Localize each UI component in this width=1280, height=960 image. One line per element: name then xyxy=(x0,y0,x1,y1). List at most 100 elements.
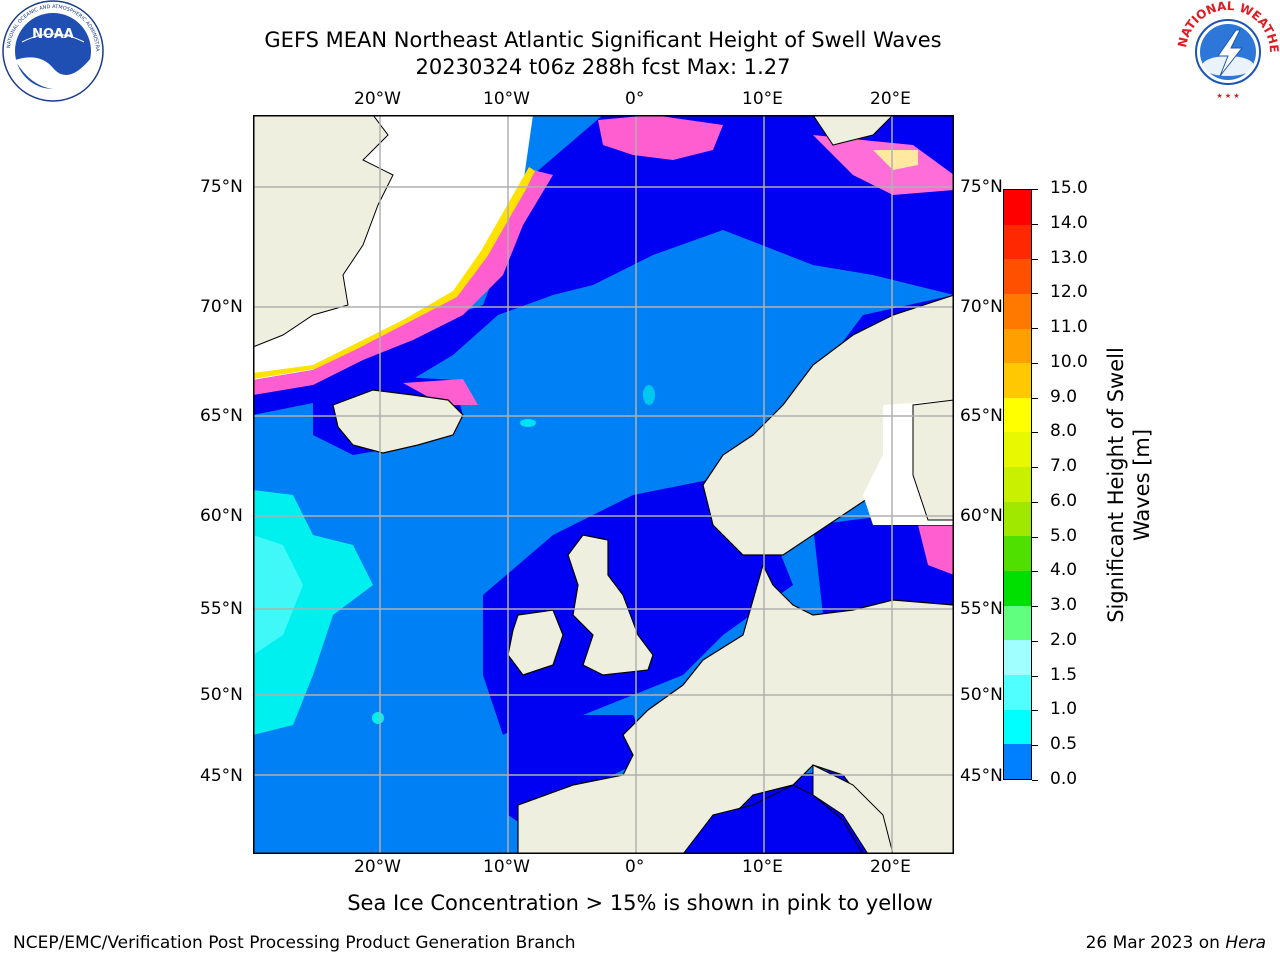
mediterranean-sea xyxy=(682,784,864,854)
lat-label-left: 45°N xyxy=(200,766,243,786)
great-britain-land xyxy=(567,534,654,676)
high-swell-patch-west-inner xyxy=(253,535,303,655)
lat-label-right: 65°N xyxy=(960,406,1003,426)
colorbar-label-line1: Significant Height of Swell xyxy=(1104,347,1128,623)
machine-name: Hera xyxy=(1225,933,1266,953)
sea-ice-note: Sea Ice Concentration > 15% is shown in … xyxy=(347,891,933,915)
colorbar-swatch xyxy=(1004,259,1031,294)
colorbar-tick-label: 15.0 xyxy=(1050,178,1088,198)
colorbar-tick-mark xyxy=(1032,362,1038,364)
colorbar-tick-mark xyxy=(1032,606,1038,608)
colorbar-swatch xyxy=(1004,190,1031,225)
lat-label-right: 70°N xyxy=(960,297,1003,317)
colorbar-tick-mark xyxy=(1032,501,1038,503)
colorbar-swatch xyxy=(1004,674,1031,710)
colorbar-tick-mark xyxy=(1032,397,1038,399)
date-credit: 26 Mar 2023 on Hera xyxy=(1085,933,1266,953)
colorbar-swatch xyxy=(1004,293,1031,329)
colorbar-swatch xyxy=(1004,744,1031,779)
lon-label-bottom: 20°E xyxy=(870,857,911,877)
colorbar-tick-mark xyxy=(1032,780,1038,781)
colorbar-tick-mark xyxy=(1032,675,1038,677)
lat-label-left: 70°N xyxy=(200,297,243,317)
lat-label-right: 60°N xyxy=(960,506,1003,526)
noaa-logo: NOAA NATIONAL OCEANIC AND ATMOSPHERIC AD… xyxy=(0,0,106,108)
colorbar-swatch xyxy=(1004,224,1031,260)
colorbar-tick-label: 7.0 xyxy=(1050,456,1078,477)
lon-label-top: 20°E xyxy=(870,89,911,109)
lon-label-top: 10°W xyxy=(483,89,530,109)
colorbar-swatch xyxy=(1004,467,1031,502)
high-swell-patch-small xyxy=(520,419,536,427)
lat-label-right: 55°N xyxy=(960,599,1003,619)
lat-label-left: 55°N xyxy=(200,599,243,619)
europe-land xyxy=(517,563,954,854)
chart-subtitle: 20230324 t06z 288h fcst Max: 1.27 xyxy=(415,55,791,79)
colorbar-tick-mark xyxy=(1032,571,1038,573)
colorbar-tick-mark xyxy=(1032,710,1038,712)
colorbar-tick-mark xyxy=(1032,328,1038,330)
svalbard-land xyxy=(812,115,894,146)
colorbar-tick-mark xyxy=(1032,432,1038,434)
colorbar-tick-mark xyxy=(1032,640,1038,642)
colorbar-tick-label: 8.0 xyxy=(1050,421,1078,442)
colorbar-tick-mark xyxy=(1032,258,1038,260)
colorbar-tick-label: 10.0 xyxy=(1050,351,1088,372)
colorbar-tick-mark xyxy=(1032,189,1038,190)
italy-land xyxy=(812,764,894,854)
high-swell-patch-small xyxy=(643,385,655,405)
sea-ice-baltic xyxy=(918,525,954,575)
colorbar-label-line2: Waves [m] xyxy=(1130,428,1154,542)
colorbar-tick-label: 6.0 xyxy=(1050,490,1078,511)
lat-label-right: 50°N xyxy=(960,685,1003,705)
colorbar-ticks: 15.0 14.0 13.0 12.0 11.0 10.0 9.0 8.0 7.0 6.0 5.0 4… xyxy=(1032,178,1112,789)
colorbar-swatch xyxy=(1004,397,1031,433)
sea-ice-iceland-north xyxy=(403,379,478,405)
lon-label-bottom: 10°E xyxy=(742,857,783,877)
colorbar-swatch xyxy=(1004,432,1031,468)
colorbar-tick-label: 11.0 xyxy=(1050,317,1088,338)
finland-land xyxy=(912,399,954,521)
colorbar-tick-label: 14.0 xyxy=(1050,212,1088,233)
lon-label-bottom: 20°W xyxy=(354,857,401,877)
colorbar-tick-mark xyxy=(1032,467,1038,469)
lon-label-top: 0° xyxy=(625,89,645,109)
colorbar xyxy=(1003,189,1032,780)
colorbar-tick-label: 4.0 xyxy=(1050,560,1078,581)
lat-label-right: 75°N xyxy=(960,177,1003,197)
high-swell-patch-small xyxy=(372,712,384,724)
colorbar-tick-label: 2.0 xyxy=(1050,629,1078,650)
colorbar-swatch xyxy=(1004,363,1031,398)
low-swell-region-north-sea xyxy=(483,475,793,735)
lat-label-left: 50°N xyxy=(200,685,243,705)
greenland-land xyxy=(253,115,394,348)
sea-ice-svalbard-east xyxy=(813,135,954,195)
graticule xyxy=(253,115,954,854)
sea-ice-svalbard-yellow xyxy=(873,150,918,170)
colorbar-tick-label: 0.0 xyxy=(1050,769,1078,789)
lat-label-left: 75°N xyxy=(200,177,243,197)
noaa-logo-text: NOAA xyxy=(32,27,74,42)
iceland-land xyxy=(332,389,464,454)
colorbar-tick-mark xyxy=(1032,536,1038,538)
swell-map xyxy=(253,115,954,858)
sea-ice-svalbard xyxy=(598,115,723,160)
lon-label-bottom: 0° xyxy=(625,857,645,877)
colorbar-swatch xyxy=(1004,571,1031,606)
colorbar-tick-mark xyxy=(1032,223,1038,225)
colorbar-swatch xyxy=(1004,709,1031,745)
lat-label-left: 60°N xyxy=(200,506,243,526)
colorbar-tick-label: 1.5 xyxy=(1050,664,1078,685)
nws-logo: NATIONAL WEATHER SERVICE ★ ★ ★ xyxy=(1171,0,1280,108)
colorbar-tick-label: 12.0 xyxy=(1050,282,1088,303)
colorbar-swatch xyxy=(1004,536,1031,572)
lon-label-bottom: 10°W xyxy=(483,857,530,877)
branch-credit: NCEP/EMC/Verification Post Processing Pr… xyxy=(13,933,576,953)
map-frame xyxy=(253,115,954,854)
colorbar-swatch xyxy=(1004,501,1031,537)
colorbar-tick-label: 5.0 xyxy=(1050,525,1078,546)
chart-title: GEFS MEAN Northeast Atlantic Significant… xyxy=(264,28,942,52)
colorbar-swatch xyxy=(1004,328,1031,364)
lat-label-right: 45°N xyxy=(960,766,1003,786)
ireland-land xyxy=(507,609,564,676)
